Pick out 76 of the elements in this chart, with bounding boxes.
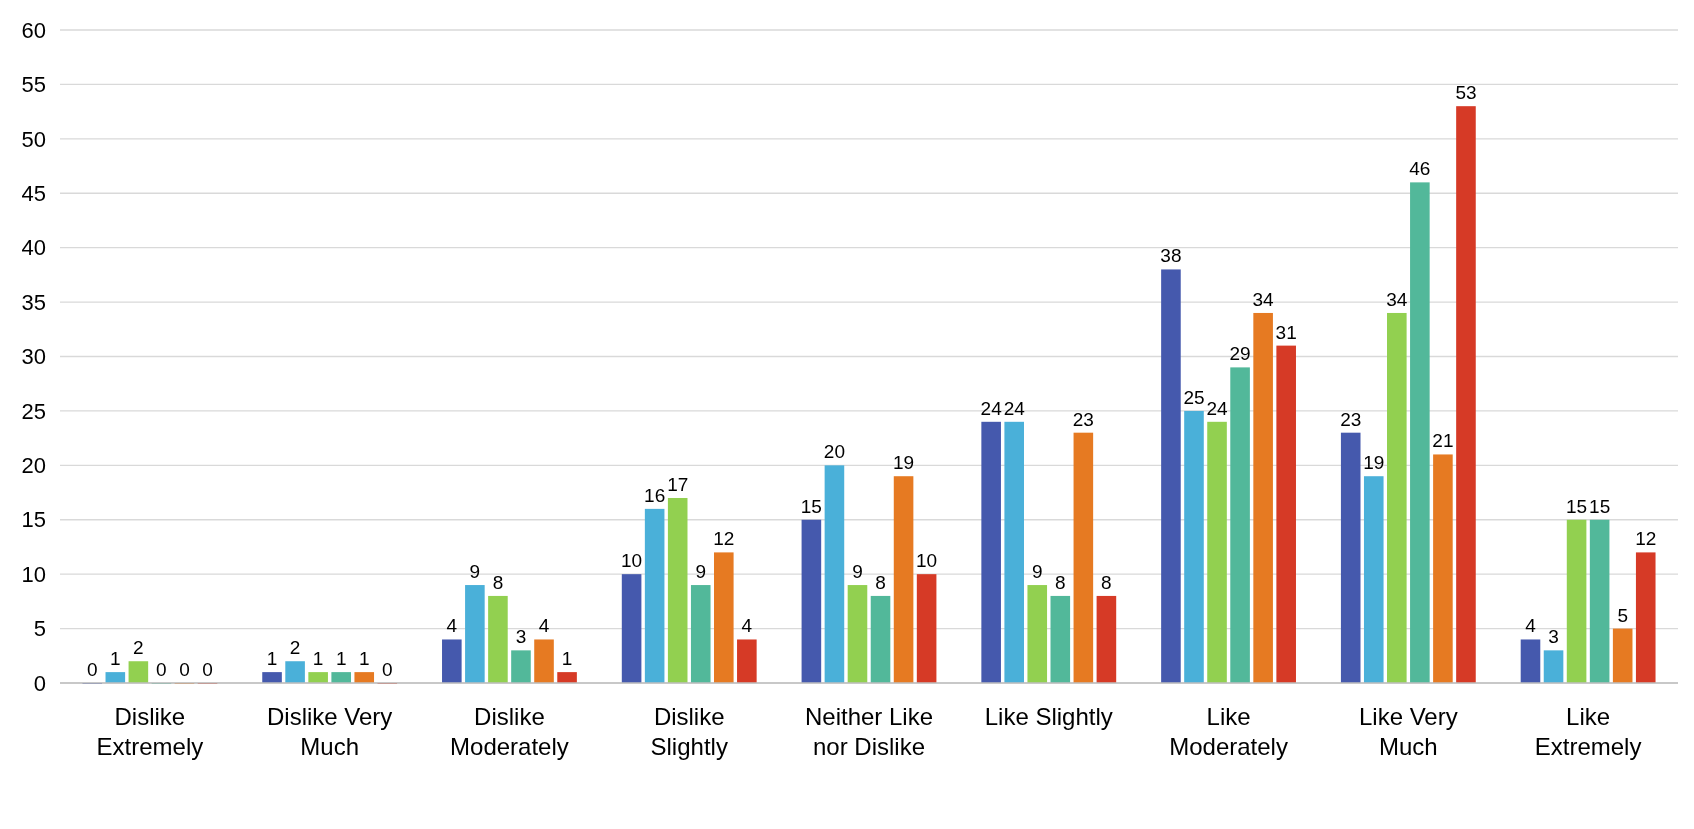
y-tick-label: 60 xyxy=(21,17,46,43)
data-label: 1 xyxy=(110,648,121,670)
x-tick-label: Dislike Moderately xyxy=(450,703,569,760)
data-label: 5 xyxy=(1617,604,1628,626)
data-label: 38 xyxy=(1160,245,1182,267)
data-label: 34 xyxy=(1386,288,1408,310)
x-tick-label: Dislike Slightly xyxy=(650,703,728,760)
data-label: 2 xyxy=(133,637,144,659)
data-label: 23 xyxy=(1340,408,1362,430)
data-label: 1 xyxy=(335,648,347,670)
x-tick-label: Like Extremely xyxy=(1534,703,1642,760)
y-tick-label: 10 xyxy=(21,561,46,587)
y-tick-label: 50 xyxy=(21,126,46,152)
data-label: 9 xyxy=(1031,561,1043,583)
data-label: 15 xyxy=(800,495,822,517)
data-label: 31 xyxy=(1275,321,1297,343)
data-label: 8 xyxy=(492,571,504,593)
y-tick-label: 30 xyxy=(21,344,46,370)
x-tick-label: Dislike Extremely xyxy=(96,703,204,760)
data-label: 23 xyxy=(1072,408,1094,430)
data-label: 3 xyxy=(515,626,527,648)
data-label: 15 xyxy=(1589,495,1611,517)
x-tick-label: Dislike Very Much xyxy=(266,703,393,760)
y-tick-label: 15 xyxy=(21,507,46,533)
data-label: 0 xyxy=(156,659,167,680)
data-label: 8 xyxy=(1101,571,1112,593)
data-label: 25 xyxy=(1183,386,1205,408)
data-label: 12 xyxy=(1635,528,1657,550)
y-tick-label: 45 xyxy=(21,180,46,206)
y-tick-label: 5 xyxy=(33,616,46,642)
data-label: 0 xyxy=(179,659,190,680)
data-label: 8 xyxy=(875,571,886,593)
y-tick-label: 0 xyxy=(33,670,46,696)
data-label: 4 xyxy=(1525,615,1537,637)
data-label: 24 xyxy=(980,397,1003,419)
x-tick-label: Like Slightly xyxy=(984,703,1113,730)
data-label: 8 xyxy=(1055,571,1066,593)
data-label: 4 xyxy=(538,615,550,637)
y-tick-label: 35 xyxy=(21,289,46,315)
data-label: 20 xyxy=(823,441,845,463)
data-label: 3 xyxy=(1548,626,1559,648)
data-label: 10 xyxy=(916,550,938,572)
data-label: 34 xyxy=(1252,288,1275,310)
data-label: 4 xyxy=(741,615,753,637)
data-label: 29 xyxy=(1229,343,1251,365)
data-label: 10 xyxy=(621,550,643,572)
x-tick-label: Like Moderately xyxy=(1169,703,1288,760)
y-tick-label: 25 xyxy=(21,398,46,424)
x-tick-label: Neither Like nor Dislike xyxy=(804,703,934,760)
data-label: 19 xyxy=(893,452,915,474)
data-label: 0 xyxy=(86,659,98,680)
data-label: 4 xyxy=(446,615,458,637)
data-label: 17 xyxy=(667,473,689,495)
data-label: 0 xyxy=(202,659,213,680)
data-label: 24 xyxy=(1003,397,1026,419)
x-tick-label: Like Very Much xyxy=(1358,703,1458,760)
y-tick-label: 40 xyxy=(21,235,46,261)
data-label: 15 xyxy=(1566,495,1588,517)
data-label: 9 xyxy=(852,561,863,583)
data-label: 16 xyxy=(644,484,666,506)
data-label: 46 xyxy=(1409,158,1431,180)
data-label: 9 xyxy=(695,561,707,583)
data-label: 21 xyxy=(1432,430,1454,452)
data-label: 1 xyxy=(358,648,370,670)
data-label: 1 xyxy=(312,648,324,670)
y-tick-label: 55 xyxy=(21,72,46,98)
y-tick-label: 20 xyxy=(21,453,46,479)
data-label: 0 xyxy=(382,659,393,680)
data-label: 2 xyxy=(289,637,301,659)
data-label: 1 xyxy=(266,648,278,670)
data-label: 24 xyxy=(1206,397,1229,419)
data-label: 19 xyxy=(1363,452,1385,474)
data-label: 12 xyxy=(713,528,735,550)
data-label: 9 xyxy=(469,561,481,583)
data-label: 1 xyxy=(561,648,573,670)
data-label: 53 xyxy=(1455,82,1477,104)
